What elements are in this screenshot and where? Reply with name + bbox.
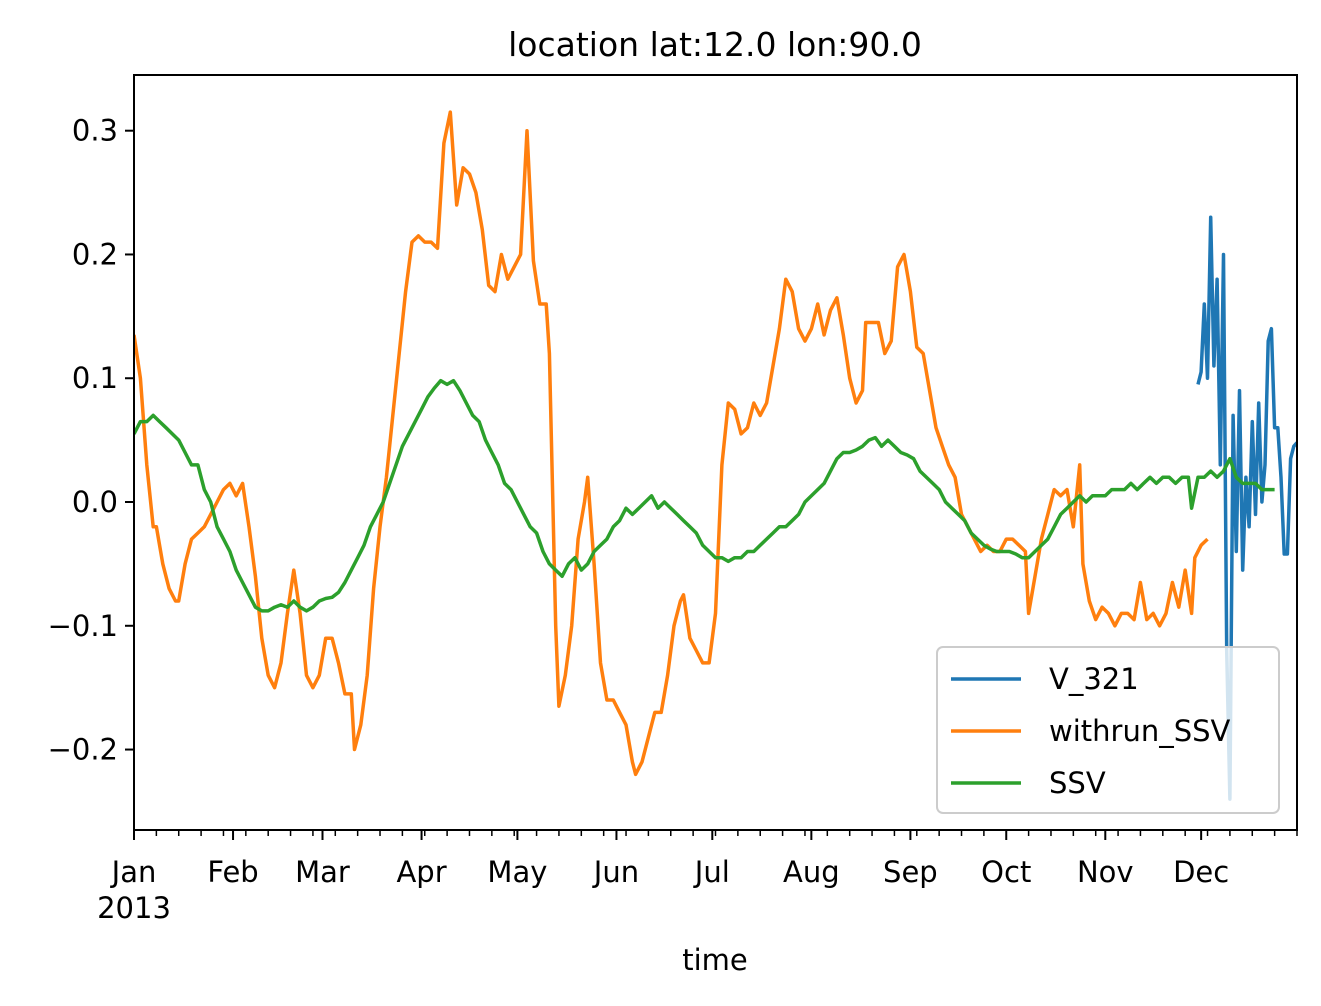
y-tick-label: 0.1 [72, 361, 118, 395]
x-tick-label: Dec [1173, 855, 1229, 889]
x-tick-label: May [487, 855, 547, 889]
x-tick-label: Jun [592, 855, 639, 889]
x-tick-label: Mar [295, 855, 350, 889]
legend-label: V_321 [1049, 662, 1139, 696]
y-axis: −0.2 −0.1 0.0 0.1 0.2 0.3 [48, 114, 134, 767]
legend-box [936, 646, 1280, 814]
series-layer [134, 110, 1297, 801]
legend-label: withrun_SSV [1049, 714, 1231, 748]
x-axis-label: time [682, 943, 748, 977]
x-tick-label: Apr [396, 855, 446, 889]
series-line-ssv [134, 378, 1275, 613]
series-line-v-321 [1196, 215, 1297, 801]
legend: V_321 withrun_SSV SSV [936, 646, 1280, 814]
y-tick-label: 0.3 [72, 114, 118, 148]
y-tick-label: 0.2 [72, 237, 118, 271]
x-tick-label: Sep [883, 855, 938, 889]
legend-label: SSV [1049, 766, 1106, 800]
x-tick-label: Jan [110, 855, 157, 889]
x-tick-label: Nov [1077, 855, 1134, 889]
chart-title: location lat:12.0 lon:90.0 [508, 25, 922, 64]
series-line-withrun-ssv [134, 110, 1209, 777]
y-tick-label: 0.0 [72, 485, 118, 519]
y-tick-label: −0.2 [48, 733, 118, 767]
x-tick-sublabel: 2013 [97, 891, 171, 925]
x-tick-label: Jul [693, 855, 730, 889]
x-tick-label: Aug [783, 855, 840, 889]
y-tick-label: −0.1 [48, 609, 118, 643]
x-tick-label: Feb [207, 855, 258, 889]
x-tick-label: Oct [981, 855, 1031, 889]
